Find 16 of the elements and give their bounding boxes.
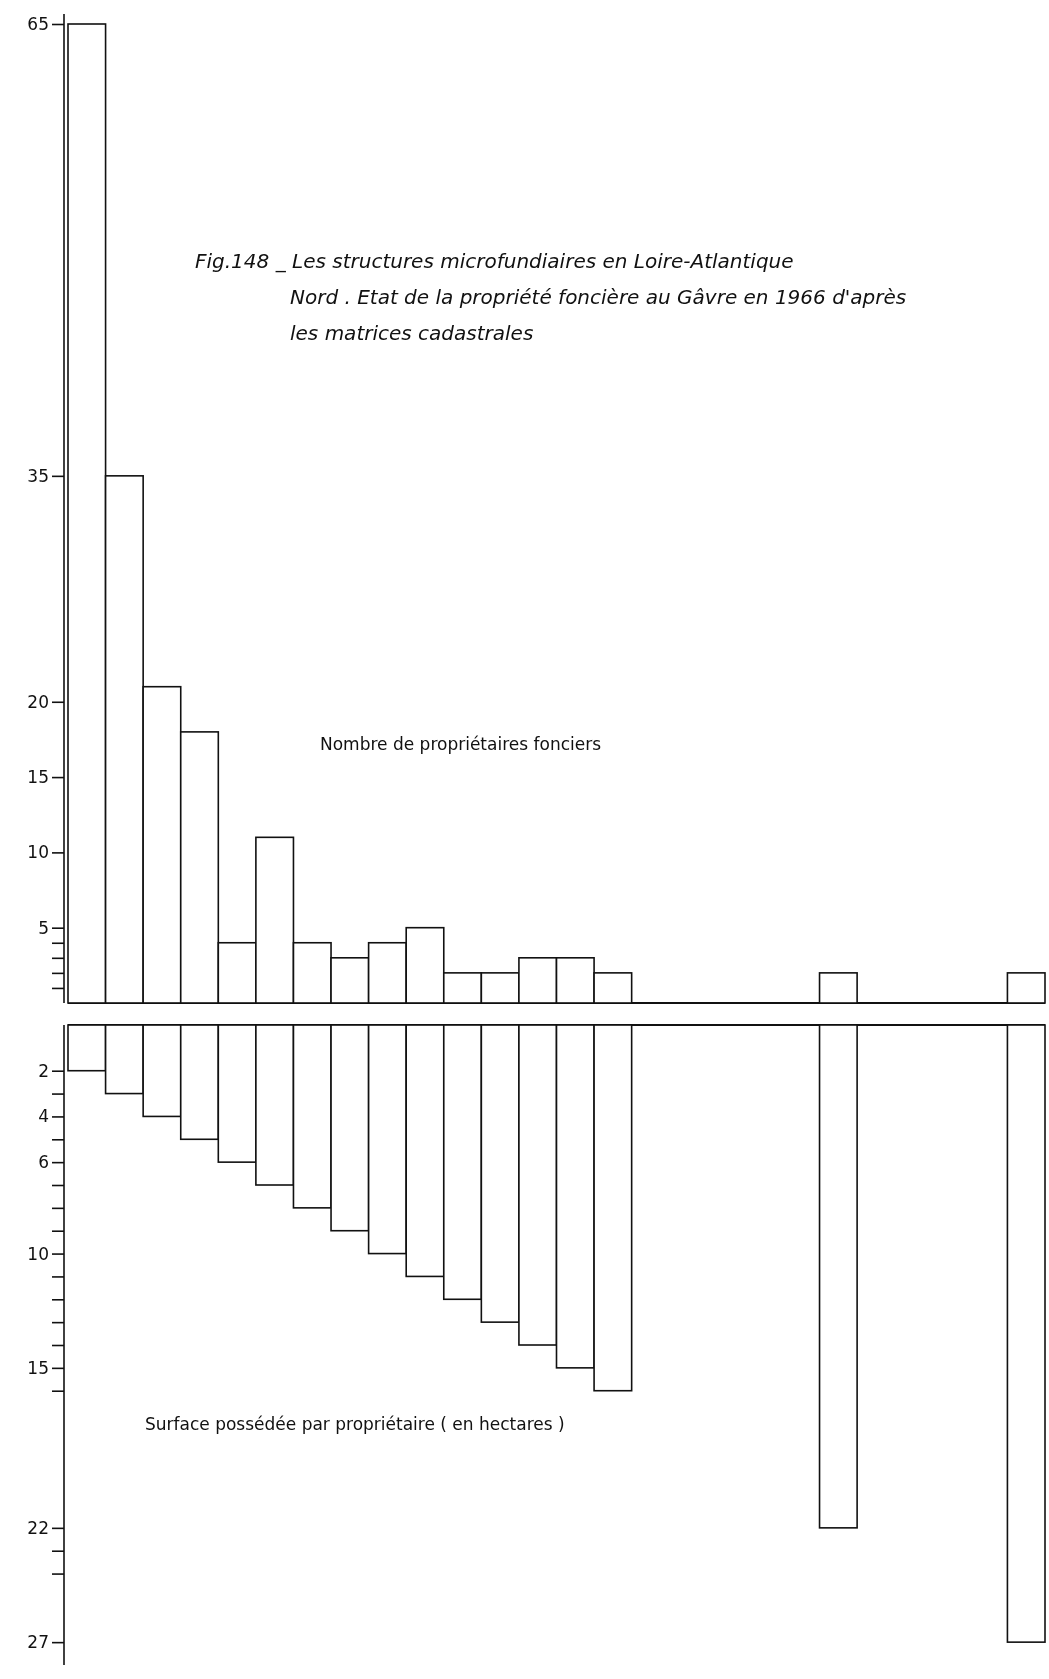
annotation: Surface possédée par propriétaire ( en hectares ) bbox=[145, 1414, 565, 1434]
y-tick-label: 10 bbox=[27, 1243, 49, 1264]
y-tick-label: 10 bbox=[27, 842, 49, 863]
y-tick-label: 22 bbox=[27, 1517, 49, 1538]
y-tick-label: 65 bbox=[27, 13, 49, 34]
y-tick-label: 5 bbox=[38, 917, 49, 938]
y-tick-label: 15 bbox=[27, 767, 49, 788]
text: Fig.148 _ Les structures microfundiaires en Loire-Atlantique Nord . Etat de la propriété foncière au Gâvre en 1966 d'après les matrices cadastrales bbox=[195, 249, 907, 345]
y-tick-label: 6 bbox=[38, 1152, 49, 1173]
y-tick-label: 20 bbox=[27, 691, 49, 712]
y-tick-label: 35 bbox=[27, 465, 49, 486]
annotation: Nombre de propriétaires fonciers bbox=[320, 734, 602, 754]
y-tick-label: 27 bbox=[27, 1632, 49, 1653]
y-tick-label: 15 bbox=[27, 1357, 49, 1378]
y-tick-label: 2 bbox=[38, 1060, 49, 1081]
y-tick-label: 4 bbox=[38, 1106, 49, 1127]
